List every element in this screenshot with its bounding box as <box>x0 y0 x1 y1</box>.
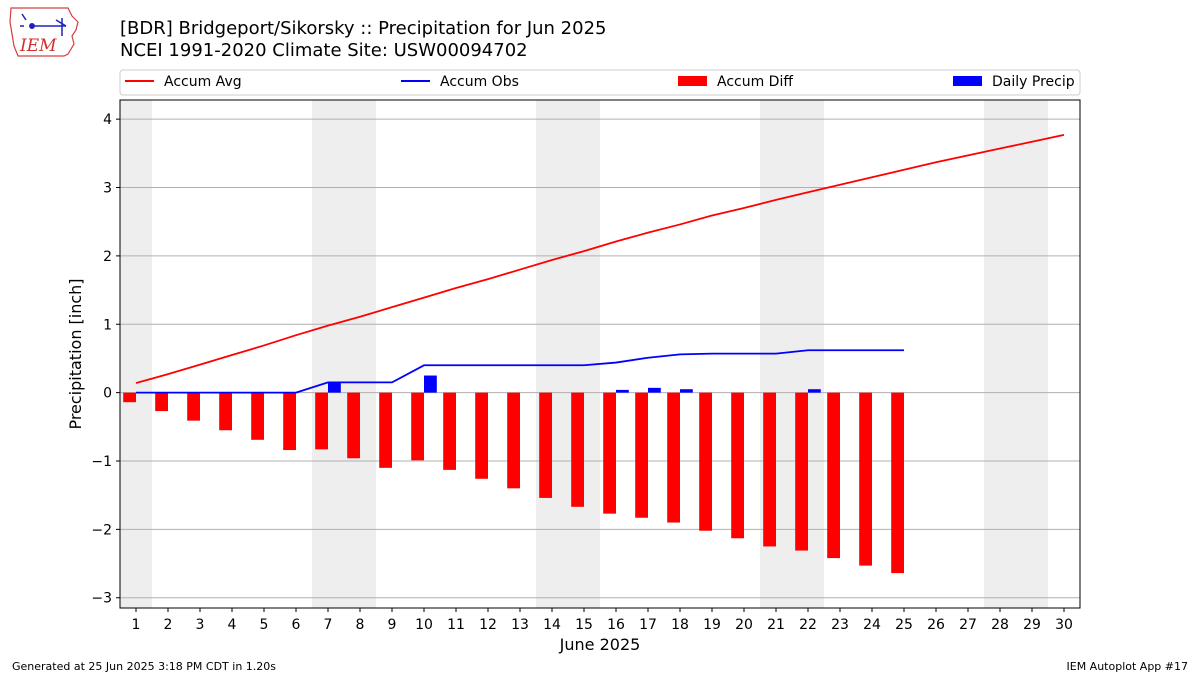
x-tick-label: 6 <box>292 617 301 633</box>
x-tick-label: 27 <box>959 617 977 633</box>
x-tick-label: 12 <box>479 617 497 633</box>
legend-swatch <box>953 76 982 86</box>
iowa-outline <box>9 7 79 57</box>
x-tick-label: 16 <box>607 617 625 633</box>
y-tick-label: 0 <box>103 386 112 402</box>
x-tick-label: 23 <box>831 617 849 633</box>
accum-diff-bar <box>475 392 488 479</box>
x-tick-label: 11 <box>447 617 465 633</box>
y-tick-label: −2 <box>91 522 112 538</box>
accum-diff-bar <box>763 392 776 547</box>
x-tick-label: 15 <box>575 617 593 633</box>
y-tick-label: −1 <box>91 454 112 470</box>
y-axis-label: Precipitation [inch] <box>66 278 85 429</box>
accum-diff-bar <box>539 392 552 498</box>
x-tick-label: 2 <box>164 617 173 633</box>
accum-obs-line <box>136 349 904 394</box>
accum-diff-bar <box>571 392 584 507</box>
x-tick-label: 9 <box>388 617 397 633</box>
legend-swatch <box>678 76 707 86</box>
x-tick-label: 4 <box>228 617 237 633</box>
y-tick-label: 3 <box>103 181 112 197</box>
accum-diff-bar <box>123 392 136 403</box>
accum-diff-bar <box>827 392 840 559</box>
x-axis-label: June 2025 <box>559 635 641 654</box>
x-tick-label: 17 <box>639 617 657 633</box>
weekend-shade <box>984 100 1048 608</box>
accum-diff-bar <box>891 392 904 574</box>
x-tick-label: 13 <box>511 617 529 633</box>
daily-precip-bar <box>680 389 693 393</box>
y-tick-label: 2 <box>103 249 112 265</box>
logo-text: IEM <box>19 36 57 56</box>
accum-diff-bar <box>443 392 456 470</box>
x-tick-label: 21 <box>767 617 785 633</box>
accum-avg-line <box>135 133 1065 384</box>
chart-subtitle: NCEI 1991-2020 Climate Site: USW00094702 <box>120 40 528 61</box>
legend-label: Accum Diff <box>717 74 793 90</box>
iem-logo: IEM <box>9 7 79 57</box>
accum-diff-bar <box>155 392 168 412</box>
y-tick-label: 1 <box>103 317 112 333</box>
generated-timestamp: Generated at 25 Jun 2025 3:18 PM CDT in … <box>12 660 277 673</box>
accum-diff-bar <box>507 392 520 489</box>
x-tick-label: 8 <box>356 617 365 633</box>
autoplot-app-label: IEM Autoplot App #17 <box>1066 660 1189 673</box>
legend-box <box>119 69 1081 96</box>
legend-label: Daily Precip <box>992 74 1075 90</box>
accum-diff-bar <box>187 392 200 421</box>
x-tick-label: 28 <box>991 617 1009 633</box>
plot-frame <box>119 99 1081 609</box>
daily-precip-bar <box>616 389 629 393</box>
accum-diff-bar <box>699 392 712 531</box>
x-tick-label: 5 <box>260 617 269 633</box>
x-tick-label: 24 <box>863 617 881 633</box>
daily-precip-bar <box>328 382 341 393</box>
legend-label: Accum Obs <box>440 74 519 90</box>
accum-diff-bar <box>315 392 328 450</box>
accum-diff-bar <box>795 392 808 551</box>
x-tick-label: 20 <box>735 617 753 633</box>
x-tick-label: 14 <box>543 617 561 633</box>
x-tick-label: 22 <box>799 617 817 633</box>
weather-station-icon <box>20 13 67 36</box>
accum-diff-bar <box>251 392 264 440</box>
daily-precip-bar <box>648 387 661 393</box>
accum-diff-bar <box>667 392 680 523</box>
accum-diff-bar <box>411 392 424 461</box>
daily-precip-bar <box>808 389 821 393</box>
weekend-shade <box>536 100 600 608</box>
x-tick-label: 1 <box>132 617 141 633</box>
x-tick-label: 7 <box>324 617 333 633</box>
x-tick-label: 29 <box>1023 617 1041 633</box>
x-tick-label: 19 <box>703 617 721 633</box>
accum-diff-bar <box>219 392 232 431</box>
x-tick-label: 30 <box>1055 617 1073 633</box>
accum-diff-bar <box>731 392 744 539</box>
weekend-shade <box>120 100 152 608</box>
accum-diff-bar <box>859 392 872 566</box>
weekend-shade <box>312 100 376 608</box>
accum-diff-bar <box>635 392 648 518</box>
accum-diff-bar <box>283 392 296 451</box>
x-tick-label: 10 <box>415 617 433 633</box>
daily-precip-bar <box>424 375 437 393</box>
accum-diff-bar <box>603 392 616 514</box>
chart-title: [BDR] Bridgeport/Sikorsky :: Precipitati… <box>120 18 607 39</box>
y-tick-label: −3 <box>91 591 112 607</box>
accum-diff-bar <box>347 392 360 459</box>
x-tick-label: 25 <box>895 617 913 633</box>
legend-label: Accum Avg <box>164 74 242 90</box>
x-tick-label: 18 <box>671 617 689 633</box>
accum-diff-bar <box>379 392 392 468</box>
x-tick-label: 26 <box>927 617 945 633</box>
x-tick-label: 3 <box>196 617 205 633</box>
y-tick-label: 4 <box>103 112 112 128</box>
